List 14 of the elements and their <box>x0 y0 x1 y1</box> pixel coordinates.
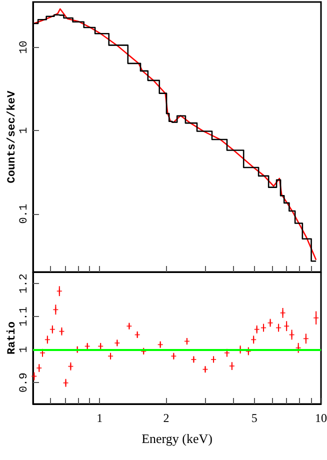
y-tick-label: 1.2 <box>18 274 30 294</box>
y-tick-label: 1 <box>18 346 30 353</box>
y-tick-label: 1 <box>18 126 30 134</box>
x-axis-title: Energy (keV) <box>142 431 212 446</box>
y-tick-label: 0.1 <box>18 204 30 224</box>
x-tick-label: 10 <box>315 411 327 425</box>
y-tick-label: 1.1 <box>18 306 30 326</box>
x-tick-label: 1 <box>96 411 103 425</box>
y-tick-label: 0.9 <box>18 372 30 392</box>
x-tick-label: 2 <box>163 411 170 425</box>
y-axis-title: Counts/sec/keV <box>6 90 18 184</box>
y-tick-label: 10 <box>18 40 30 54</box>
x-tick-label: 5 <box>251 411 258 425</box>
y-axis-title: Ratio <box>6 321 18 355</box>
